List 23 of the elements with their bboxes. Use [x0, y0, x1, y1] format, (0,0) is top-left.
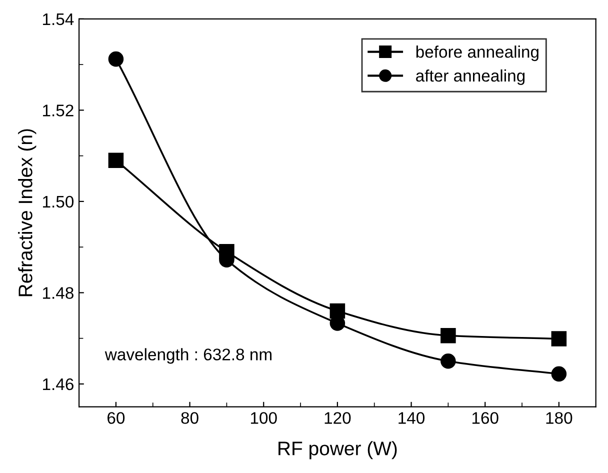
x-axis-title: RF power (W) [278, 441, 397, 460]
y-axis-title: Refractive Index (n) [18, 129, 36, 296]
x-tick-label: 140 [398, 412, 425, 424]
y-tick-label: 1.52 [43, 104, 74, 116]
point [108, 152, 124, 168]
x-tick-label: 60 [108, 412, 125, 424]
x-tick-label: 120 [324, 412, 351, 424]
y-tick-label: 1.46 [43, 378, 74, 390]
x-tick-label: 160 [472, 412, 498, 424]
point [551, 331, 567, 346]
point [440, 328, 456, 344]
x-tick-label: 100 [250, 412, 277, 424]
legend-label: after annealing [416, 69, 525, 85]
point [440, 354, 456, 369]
point [551, 366, 567, 382]
y-tick-label: 1.54 [43, 13, 74, 26]
annotation: wavelength : 632.8 nm [104, 348, 272, 364]
y-tick-label: 1.48 [43, 287, 74, 299]
x-tick-label: 80 [181, 412, 198, 424]
x-tick-label: 180 [546, 412, 572, 424]
point [108, 51, 124, 67]
legend-label: before annealing [416, 46, 538, 62]
y-tick-label: 1.50 [43, 196, 74, 208]
